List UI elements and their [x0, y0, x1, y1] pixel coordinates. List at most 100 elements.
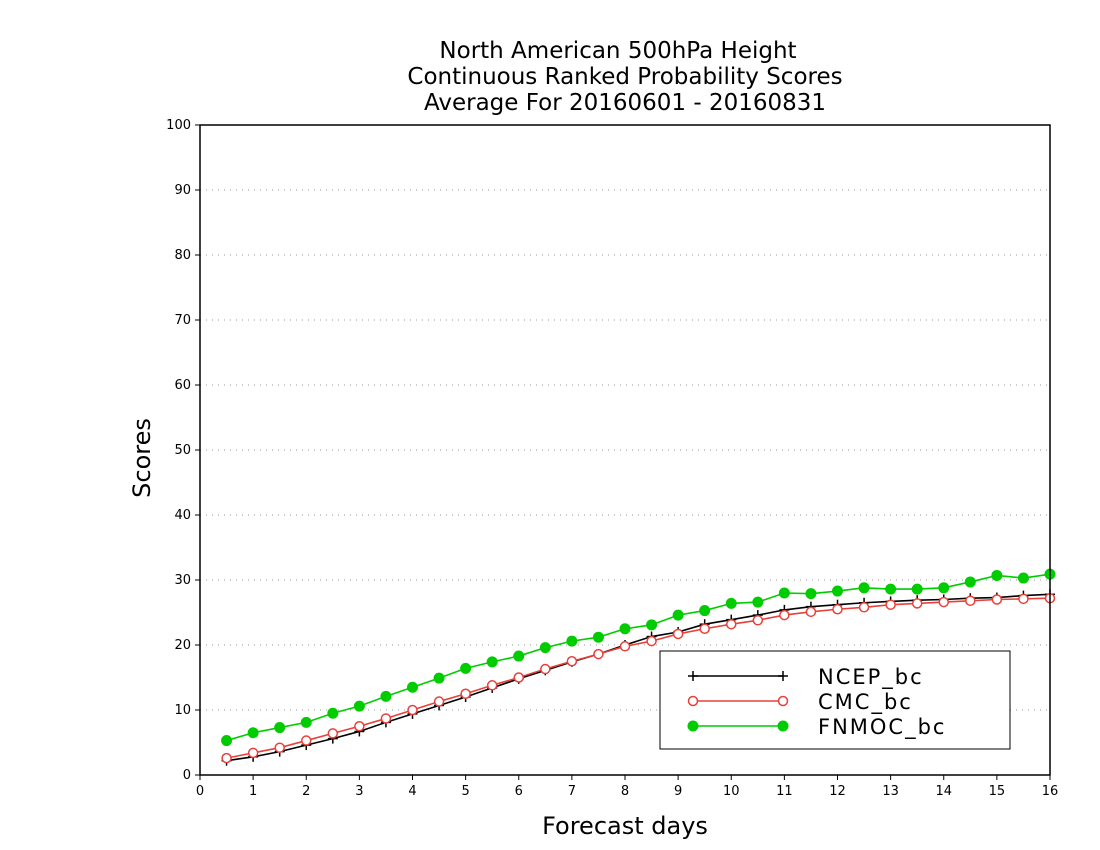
y-tick-label: 30 [174, 573, 191, 588]
x-tick-label: 7 [568, 784, 576, 799]
data-point [539, 642, 551, 654]
data-point [964, 576, 976, 588]
x-tick-label: 8 [621, 784, 629, 799]
x-tick-label: 0 [196, 784, 204, 799]
legend-marker [777, 695, 789, 707]
legend-item-NCEP_bc: NCEP_bc [688, 665, 922, 690]
data-point [726, 618, 737, 630]
data-point [301, 735, 312, 746]
x-tick-label: 12 [829, 784, 846, 799]
chart-title-line-3: Average For 20160601 - 20160831 [424, 90, 826, 116]
x-tick-label: 2 [302, 784, 310, 799]
data-point [805, 588, 817, 600]
data-point [486, 656, 498, 668]
y-tick-label: 0 [183, 768, 191, 783]
series-layer [221, 568, 1056, 766]
data-point [380, 690, 392, 702]
data-point [593, 648, 604, 660]
legend-box [659, 650, 1011, 750]
data-point [513, 650, 525, 662]
data-point [566, 656, 578, 667]
data-point [619, 641, 631, 652]
data-point [221, 735, 233, 747]
x-tick-label: 6 [515, 784, 523, 799]
x-tick-label: 13 [882, 784, 899, 799]
data-point [699, 623, 710, 634]
y-axis-label: Scores [128, 418, 156, 498]
y-tick-label: 50 [174, 443, 191, 458]
plot-frame [199, 124, 1051, 776]
data-point [327, 707, 339, 719]
chart-title: North American 500hPa Height Continuous … [407, 38, 842, 116]
data-point [540, 663, 551, 675]
legend-label: CMC_bc [818, 690, 913, 715]
y-tick-label: 20 [174, 638, 191, 653]
data-point [991, 594, 1003, 605]
y-tick-label: 100 [166, 118, 191, 133]
y-tick-label: 10 [174, 703, 191, 718]
data-point [407, 704, 418, 716]
x-tick-label: 1 [249, 784, 257, 799]
data-point [699, 605, 711, 617]
data-point [300, 716, 312, 728]
data-point [938, 582, 950, 594]
x-tick-label: 9 [674, 784, 682, 799]
data-point [221, 752, 232, 764]
data-point [938, 596, 949, 608]
chart-title-line-1: North American 500hPa Height [439, 38, 796, 64]
data-point [327, 728, 339, 739]
data-point [778, 587, 790, 599]
data-point [513, 672, 524, 683]
data-point [433, 672, 445, 684]
data-point [779, 609, 790, 621]
y-tick-label: 70 [174, 313, 191, 328]
data-point [885, 599, 896, 610]
data-point [911, 598, 923, 609]
data-point [433, 696, 445, 707]
data-point [858, 582, 870, 594]
y-tick-label: 80 [174, 248, 191, 263]
data-point [619, 623, 631, 635]
x-tick-label: 4 [408, 784, 416, 799]
data-point [646, 635, 657, 647]
legend-label: FNMOC_bc [818, 715, 946, 740]
legend-item-CMC_bc: CMC_bc [687, 690, 913, 715]
x-axis-label: Forecast days [542, 812, 708, 840]
data-point [247, 727, 259, 739]
x-tick-label: 14 [935, 784, 952, 799]
data-point [991, 569, 1003, 581]
x-tick-label: 16 [1042, 784, 1059, 799]
x-tick-label: 15 [989, 784, 1006, 799]
y-tick-label: 60 [174, 378, 191, 393]
chart-title-line-2: Continuous Ranked Probability Scores [407, 64, 842, 90]
data-point [885, 583, 897, 595]
data-point [805, 606, 817, 618]
data-point [407, 681, 418, 693]
data-point [460, 688, 471, 699]
data-point [646, 619, 658, 631]
data-point [274, 722, 286, 734]
data-point [672, 628, 684, 640]
x-tick-label: 11 [776, 784, 793, 799]
data-point [858, 602, 870, 613]
data-point [1018, 593, 1029, 605]
legend-marker [777, 720, 789, 732]
x-tick-label: 3 [355, 784, 363, 799]
data-point [832, 585, 843, 597]
data-point [486, 680, 498, 691]
data-point [832, 604, 843, 615]
data-point [752, 596, 764, 608]
data-point [353, 700, 365, 712]
legend-marker [778, 671, 788, 681]
data-point [725, 597, 737, 609]
legend-marker [688, 671, 698, 681]
data-point [566, 635, 578, 647]
y-tick-label: 90 [174, 183, 191, 198]
data-point [380, 713, 392, 724]
data-point [274, 742, 285, 753]
data-point [672, 609, 684, 621]
data-point [247, 747, 259, 759]
data-point [911, 583, 923, 595]
